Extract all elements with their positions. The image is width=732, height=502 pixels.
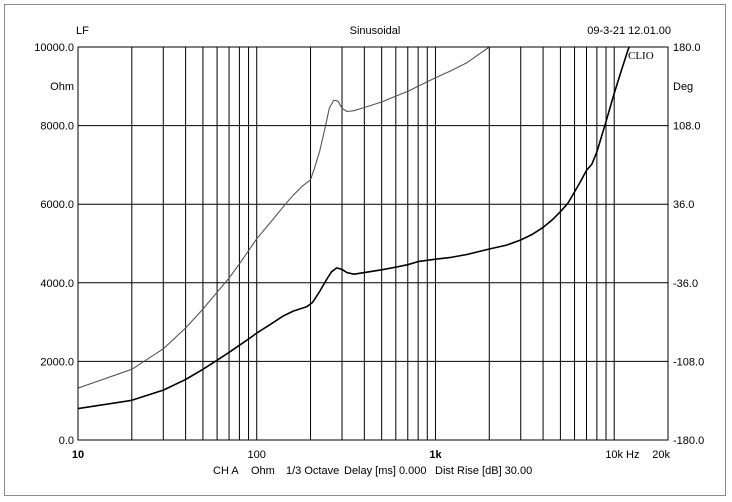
header-left-label: LF [76, 25, 89, 37]
y2-tick-label: -36.0 [673, 278, 698, 290]
footer-smoothing: 1/3 Octave [286, 465, 339, 477]
y-tick-label: 6000.0 [40, 199, 74, 211]
chart-series [78, 47, 631, 410]
x-tick-label: 10k [605, 449, 623, 461]
y-tick-label: 8000.0 [40, 121, 74, 133]
plot-border [77, 46, 669, 441]
y2-tick-label: 180.0 [673, 42, 701, 54]
y-tick-label: 10000.0 [34, 42, 74, 54]
footer-channel: CH A [213, 465, 239, 477]
right-axis-unit: Deg [673, 81, 693, 93]
y2-tick-label: -180.0 [673, 435, 704, 447]
y2-tick-label: -108.0 [673, 356, 704, 368]
y2-tick-label: 108.0 [673, 121, 701, 133]
chart-grid [78, 47, 668, 440]
bottom-axis-unit: Hz [626, 449, 639, 461]
series-line-2 [78, 47, 631, 410]
footer-dist-rise: Dist Rise [dB] 30.00 [435, 465, 532, 477]
series-line-1 [78, 47, 491, 389]
x-tick-label: 10 [72, 449, 84, 461]
clio-watermark: CLIO [628, 50, 654, 62]
y-tick-label: 0.0 [59, 435, 74, 447]
footer-unit: Ohm [251, 465, 275, 477]
x-tick-label: 1k [429, 449, 442, 461]
left-axis-unit: Ohm [50, 81, 74, 93]
chart-frame [4, 4, 726, 496]
footer-delay: Delay [ms] 0.000 [344, 465, 427, 477]
footer: CH A Ohm 1/3 Octave Delay [ms] 0.000 Dis… [213, 465, 532, 477]
header-title: Sinusoidal [350, 25, 401, 37]
y-tick-label: 4000.0 [40, 278, 74, 290]
tick-labels: 0.0 2000.0 4000.0 6000.0 8000.0 10000.0 -180.0… [34, 42, 704, 461]
y2-tick-label: 36.0 [673, 199, 694, 211]
x-tick-label: 20k [652, 449, 670, 461]
y-tick-label: 2000.0 [40, 356, 74, 368]
x-tick-label: 100 [248, 449, 266, 461]
header-timestamp: 09-3-21 12.01.00 [587, 25, 671, 37]
